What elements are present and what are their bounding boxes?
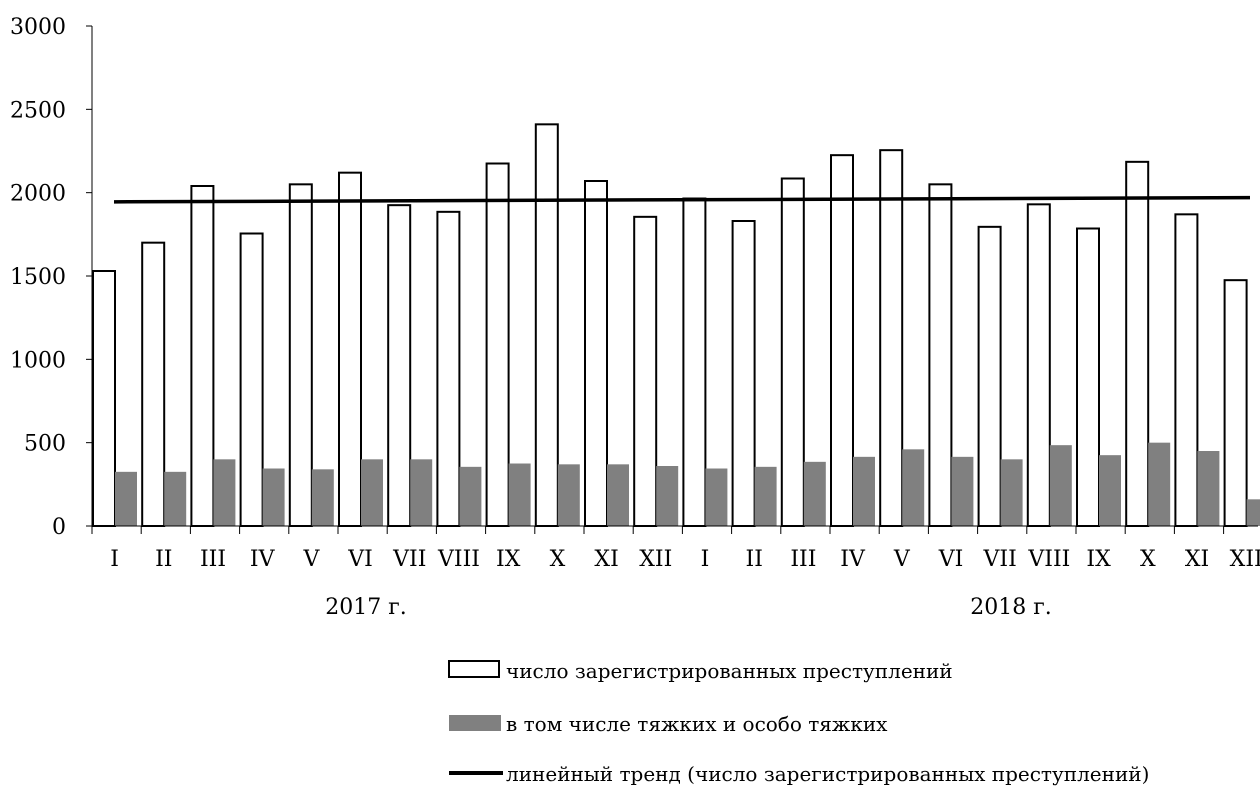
x-axis-labels: I II III IV V VI VII VIII IX X XI XII I II III IV V VI VII… (110, 547, 1260, 572)
bar-total (485, 162, 510, 527)
bar-serious (410, 459, 433, 526)
bar-serious (951, 456, 974, 526)
x-tick-label: XI (594, 547, 618, 572)
bar-total (1223, 279, 1248, 527)
bar-serious (213, 459, 236, 526)
x-tick-label: XII (639, 547, 672, 572)
x-tick-label: VI (938, 547, 964, 572)
bar-total (830, 154, 854, 528)
bar-serious (459, 466, 482, 526)
x-tick-label: III (790, 547, 816, 572)
bar-total (92, 270, 116, 527)
bar-total (977, 225, 1002, 527)
x-tick-label: IX (1086, 547, 1111, 572)
y-axis: 0 500 1000 1500 2000 2500 3000 (10, 15, 92, 540)
legend: число зарегистрированных преступлений в т… (448, 659, 1149, 786)
bar-serious (1246, 499, 1260, 526)
year-label: 2017 г. (325, 595, 407, 620)
legend-label-trend: линейный тренд (число зарегистрированных… (506, 762, 1149, 786)
bar-total (1125, 160, 1150, 527)
bar-serious (853, 456, 875, 526)
bar-serious (1000, 459, 1023, 526)
axes (91, 26, 1258, 534)
bar-total (534, 123, 559, 527)
bar-total (387, 204, 412, 528)
x-tick-label: VII (392, 547, 426, 572)
bar-total (288, 183, 313, 527)
trend-line (113, 195, 1251, 204)
x-tick-label: X (1140, 547, 1156, 572)
x-tick-label: X (550, 547, 566, 572)
bar-serious (361, 459, 383, 526)
bar-total (436, 210, 461, 527)
bar-total (190, 185, 215, 527)
bar-serious (1049, 445, 1072, 526)
bar-total (141, 241, 166, 528)
y-tick-label: 1500 (10, 265, 66, 290)
y-tick-label: 2500 (10, 98, 66, 123)
bar-serious (705, 468, 728, 526)
bar-total (338, 171, 362, 528)
legend-label-serious: в том числе тяжких и особо тяжких (506, 712, 888, 736)
y-tick-label: 2000 (10, 182, 66, 207)
bar-total (731, 220, 756, 527)
y-tick-label: 1000 (10, 348, 66, 373)
bar-total (879, 149, 904, 528)
y-tick-label: 3000 (10, 15, 66, 40)
bar-total (1076, 227, 1100, 527)
bar-total (633, 215, 658, 527)
bar-total (780, 177, 805, 527)
x-tick-label: I (701, 547, 710, 572)
bar-serious (803, 461, 826, 526)
x-tick-label: I (110, 547, 119, 572)
bar-serious (262, 468, 285, 526)
x-tick-label: II (746, 547, 763, 572)
trend-line-group (113, 195, 1251, 204)
bar-serious (557, 464, 580, 526)
y-tick-label: 500 (24, 432, 66, 457)
legend-swatch-serious (449, 715, 501, 731)
bar-total (239, 232, 264, 527)
legend-swatch-total (448, 660, 500, 678)
bar-total (1174, 213, 1199, 527)
bar-serious (1148, 442, 1171, 526)
bar-serious (164, 471, 187, 526)
x-tick-label: V (893, 547, 911, 572)
x-tick-label: III (200, 547, 226, 572)
bar-serious (656, 466, 679, 526)
bar-total (1026, 203, 1051, 527)
bar-serious (508, 463, 531, 526)
x-tick-label: XII (1230, 547, 1260, 572)
bar-total (584, 180, 608, 527)
x-tick-label: VIII (1027, 547, 1070, 572)
bar-serious (754, 466, 777, 526)
y-tick-label: 0 (52, 515, 66, 540)
bars (92, 123, 1260, 528)
bar-serious (902, 449, 925, 526)
year-label: 2018 г. (970, 595, 1052, 620)
bar-total (928, 183, 953, 527)
year-labels: 2017 г. 2018 г. (325, 595, 1052, 620)
x-tick-label: XI (1185, 547, 1209, 572)
bar-serious (607, 464, 629, 526)
x-tick-label: V (302, 547, 320, 572)
x-tick-label: VI (347, 547, 373, 572)
bar-serious (311, 469, 334, 526)
legend-label-total: число зарегистрированных преступлений (506, 659, 953, 683)
bar-serious (1099, 455, 1121, 526)
bar-total (682, 197, 707, 527)
x-tick-label: II (155, 547, 172, 572)
x-tick-label: IV (250, 547, 276, 572)
x-tick-label: VII (983, 547, 1017, 572)
x-tick-label: IX (496, 547, 521, 572)
bar-serious (115, 471, 137, 526)
bar-serious (1197, 451, 1220, 526)
x-tick-label: VIII (437, 547, 480, 572)
x-tick-label: IV (840, 547, 866, 572)
